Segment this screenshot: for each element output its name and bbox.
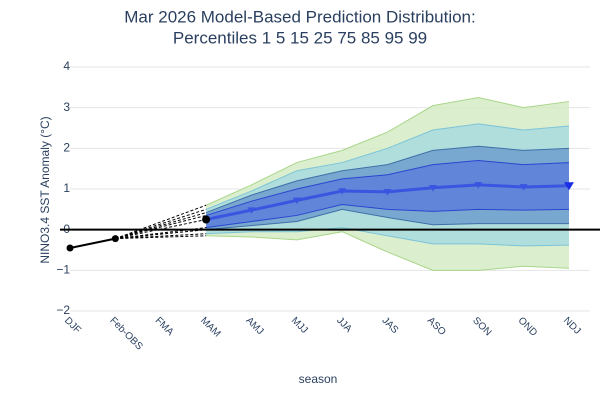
- observed-line: [69, 237, 116, 249]
- y-tick-label: −1: [56, 263, 70, 277]
- y-axis-title: NINO3.4 SST Anomaly (°C): [38, 116, 52, 263]
- fan-line: [115, 208, 207, 240]
- x-tick-label: SON: [470, 315, 493, 338]
- median-point: [202, 215, 211, 224]
- x-tick-label: ASO: [425, 315, 448, 338]
- y-tick-label: 4: [63, 59, 70, 73]
- median-point: [519, 184, 528, 191]
- band-edge: [205, 123, 570, 210]
- y-tick-label: 2: [63, 141, 70, 155]
- median-point: [247, 207, 256, 214]
- x-tick-label: JJA: [334, 315, 354, 335]
- y-tick-label: 1: [63, 181, 70, 195]
- x-tick-label: OND: [516, 315, 540, 339]
- median-point: [474, 182, 483, 189]
- y-tick-label: 3: [63, 100, 70, 114]
- chart-title: Mar 2026 Model-Based Prediction Distribu…: [124, 7, 476, 26]
- band-edge: [206, 227, 570, 247]
- x-tick-label: MAM: [198, 315, 222, 339]
- band-edge: [205, 160, 570, 216]
- fan-line: [115, 233, 207, 240]
- fan-line: [115, 219, 207, 240]
- x-axis-title: season: [299, 372, 338, 386]
- fan-line: [115, 204, 207, 240]
- median-point: [292, 197, 301, 204]
- median-point: [564, 182, 574, 191]
- median-point: [383, 189, 392, 196]
- x-tick-label: MJJ: [289, 315, 310, 336]
- band-edge: [205, 96, 570, 206]
- median-point: [428, 184, 437, 192]
- fan-line: [115, 214, 207, 240]
- x-tick-label: JAS: [380, 315, 401, 336]
- x-tick-label: FMA: [153, 315, 176, 338]
- y-tick-label: −2: [56, 303, 70, 317]
- band-edge: [206, 231, 570, 271]
- x-tick-label: NDJ: [561, 315, 583, 337]
- observed-point: [111, 235, 119, 243]
- chart-title: Percentiles 1 5 15 25 75 85 95 99: [173, 28, 427, 47]
- observed-point: [66, 244, 74, 252]
- band-edge: [206, 203, 570, 229]
- x-tick-label: AMJ: [243, 315, 265, 337]
- band-edge: [205, 145, 570, 214]
- median-point: [338, 188, 347, 195]
- fan-line: [115, 227, 207, 240]
- band-edge: [206, 208, 569, 231]
- x-tick-label: Feb-OBS: [107, 315, 144, 352]
- x-tick-label: DJF: [62, 315, 83, 336]
